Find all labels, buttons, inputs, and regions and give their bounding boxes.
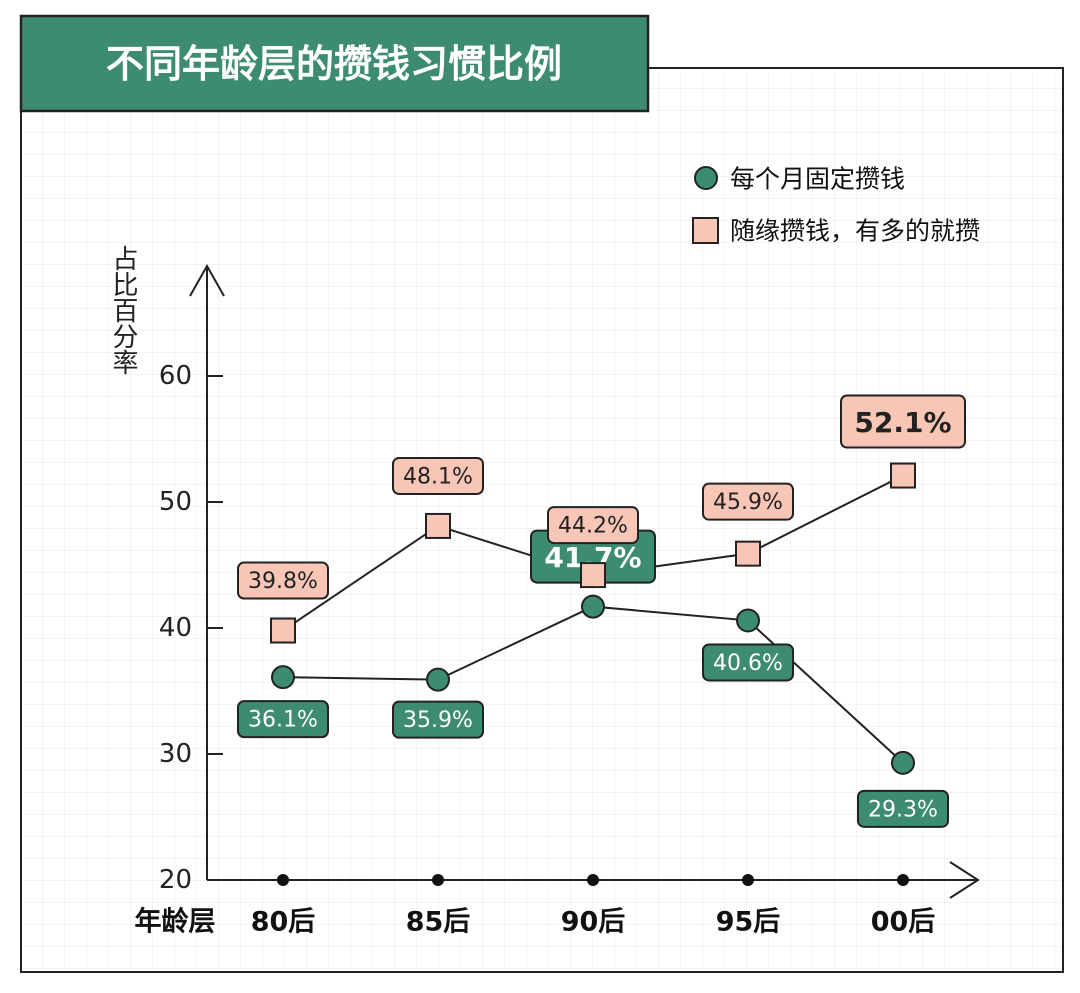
chart-title: 不同年龄层的攒钱习惯比例 — [106, 42, 562, 86]
y-tick-label: 20 — [159, 865, 192, 895]
data-label-box — [392, 700, 484, 739]
y-ticks: 20 30 40 50 60 — [159, 361, 223, 895]
data-label: 40.6% — [713, 651, 783, 676]
legend-square-marker — [692, 217, 719, 244]
x-tick-label: 85后 — [406, 907, 471, 938]
x-tick-dot — [432, 874, 444, 886]
data-point-circle — [426, 667, 450, 692]
data-point-square — [890, 462, 916, 489]
data-label-box — [702, 482, 794, 521]
data-label-box — [237, 700, 329, 739]
data-label: 52.1% — [854, 406, 951, 439]
x-tick-label: 80后 — [251, 907, 316, 938]
legend-label-series-1: 每个月固定攒钱 — [730, 165, 905, 194]
data-label-box — [392, 456, 484, 495]
data-point-square — [270, 617, 296, 644]
x-tick-label: 00后 — [871, 907, 936, 938]
x-tick-dot — [897, 874, 909, 886]
x-tick-label: 95后 — [716, 907, 781, 938]
data-label: 39.8% — [248, 569, 318, 594]
data-label: 45.9% — [713, 490, 783, 515]
chart-frame — [20, 67, 1064, 973]
x-tick-dot — [742, 874, 754, 886]
data-point-circle — [581, 594, 605, 619]
data-label-box — [840, 394, 966, 449]
x-tick-label: 90后 — [561, 907, 626, 938]
x-axis-arrow — [949, 861, 980, 899]
legend: 每个月固定攒钱 随缘攒钱，有多的就攒 — [692, 165, 980, 246]
data-label: 36.1% — [248, 708, 318, 733]
x-tick-dot — [587, 874, 599, 886]
data-point-circle — [891, 750, 915, 775]
y-tick-label: 40 — [159, 613, 192, 643]
y-axis-title: 占比百分率 — [108, 245, 138, 375]
data-label: 29.3% — [868, 797, 938, 822]
data-labels: 36.1% 35.9%41.7%40.6%29.3%39.8%48.1%44.2%… — [237, 394, 966, 828]
data-point-circle — [736, 608, 760, 633]
x-ticks: 80后 85后 90后 95后 00后 — [251, 874, 936, 938]
legend-label-series-2: 随缘攒钱，有多的就攒 — [730, 217, 980, 246]
x-axis-title: 年龄层 — [135, 906, 216, 938]
markers — [270, 462, 916, 775]
data-point-square — [425, 512, 451, 539]
data-label: 48.1% — [403, 464, 473, 489]
data-point-square — [580, 562, 606, 589]
y-tick-label: 30 — [159, 739, 192, 769]
y-tick-label: 50 — [159, 487, 192, 517]
data-label-box — [547, 506, 639, 545]
y-axis-arrow — [189, 263, 225, 297]
data-label-box — [237, 561, 329, 600]
data-label: 44.2% — [558, 514, 628, 539]
data-point-square — [735, 540, 761, 567]
legend-circle-marker — [694, 166, 718, 190]
title-banner — [19, 14, 650, 113]
data-point-circle — [271, 665, 295, 690]
data-label-box — [702, 643, 794, 682]
y-tick-label: 60 — [159, 361, 192, 391]
data-label: 35.9% — [403, 708, 473, 733]
data-label-box — [857, 789, 949, 828]
x-tick-dot — [277, 874, 289, 886]
